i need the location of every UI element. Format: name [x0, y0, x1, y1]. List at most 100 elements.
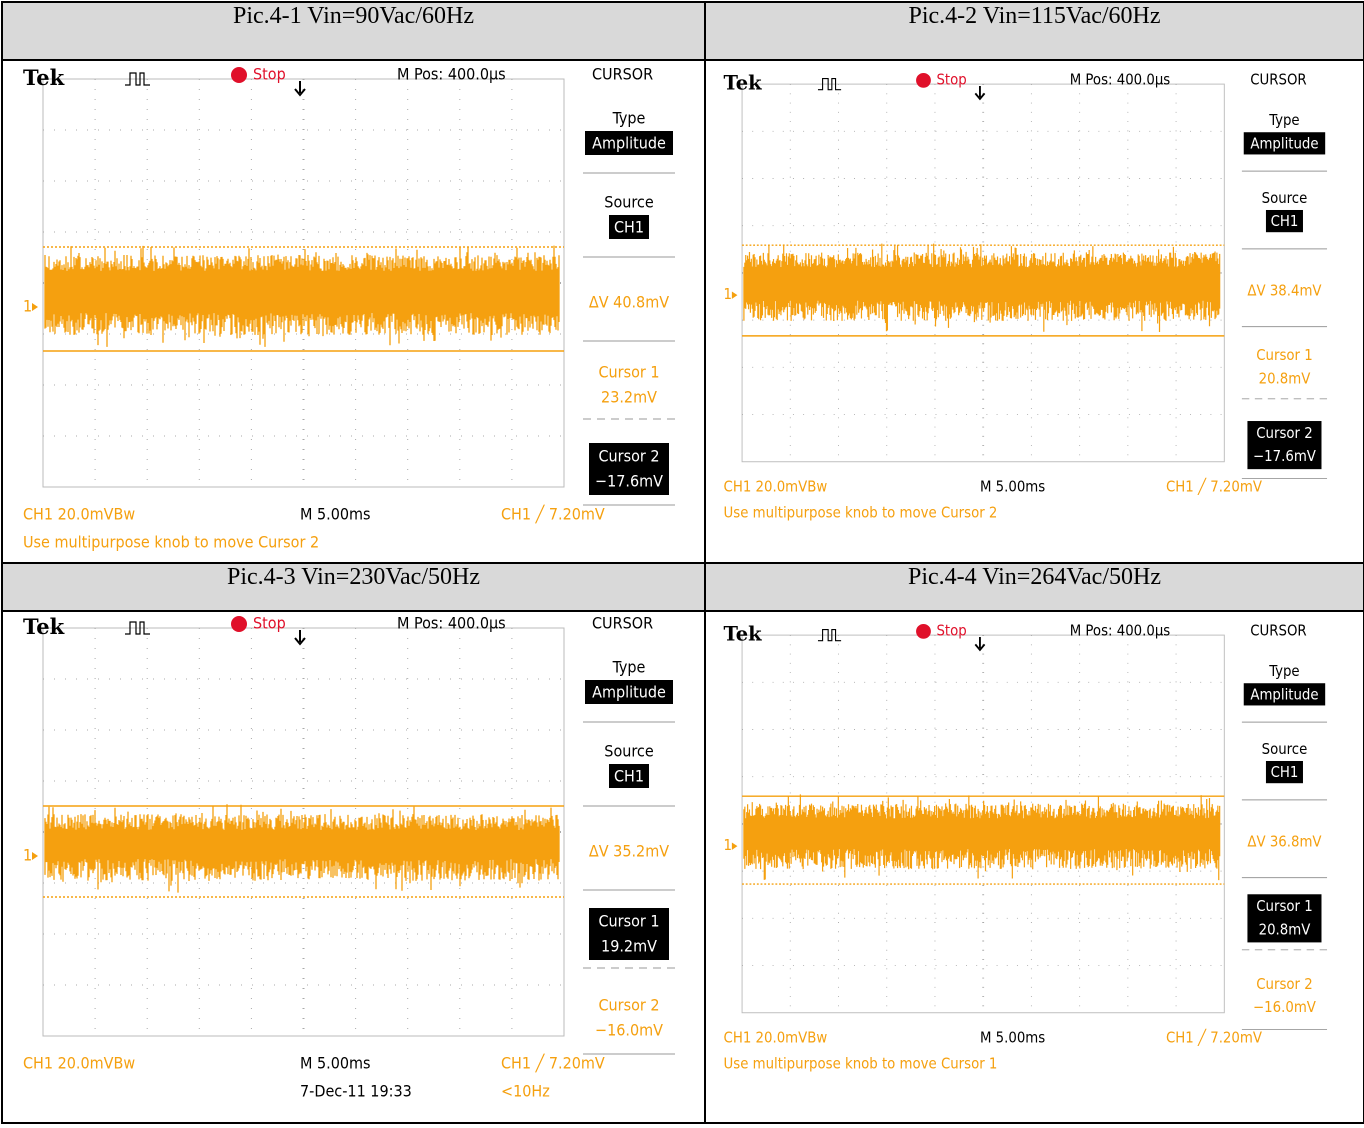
waveform — [45, 246, 559, 347]
channel-scale: CH1 20.0mVBw — [724, 479, 828, 496]
menu-label: Type — [1268, 663, 1299, 680]
status-message: Use multipurpose knob to move Cursor 2 — [23, 533, 319, 552]
cursor-value: 20.8mV — [1259, 370, 1311, 387]
channel-marker: 1 — [724, 837, 732, 854]
menu-label: Source — [604, 742, 654, 761]
menu-title: CURSOR — [592, 67, 653, 84]
timebase: M 5.00ms — [980, 1030, 1045, 1047]
trigger-position — [975, 637, 984, 650]
cursor-label: Cursor 1 — [1256, 898, 1312, 915]
menu-title: CURSOR — [1250, 624, 1306, 639]
run-status: Stop — [936, 73, 966, 88]
cursor-label: Cursor 2 — [1256, 425, 1312, 442]
oscilloscope-screen: 1 Tek Stop M Pos: 400.0µs CURSOR Type Amplitud… — [718, 624, 1340, 1104]
trigger-level: CH1 ╱ 7.20mV — [1166, 478, 1262, 496]
trigger-position — [295, 81, 305, 95]
cursor-label: Cursor 2 — [598, 447, 659, 466]
menu-value: Amplitude — [592, 683, 666, 702]
cursor-value: −17.6mV — [595, 472, 663, 491]
run-indicator — [916, 624, 931, 639]
status-message: Use multipurpose knob to move Cursor 2 — [724, 505, 998, 522]
cell-title: Pic.4-1 Vin=90Vac/60Hz — [2, 2, 705, 60]
delta-voltage: ΔV 38.4mV — [1247, 282, 1321, 299]
timebase: M 5.00ms — [980, 479, 1045, 496]
oscilloscope-screen: 1 Tek Stop M Pos: 400.0µs CURSOR Type Amplitud… — [17, 67, 689, 562]
menu-label: Type — [612, 109, 646, 128]
brand: Tek — [23, 67, 65, 90]
menu-label: Source — [604, 193, 654, 212]
menu-value: CH1 — [1271, 213, 1299, 230]
delta-voltage: ΔV 40.8mV — [589, 293, 669, 312]
menu-value: Amplitude — [592, 134, 666, 153]
oscilloscope-screen: 1 Tek Stop M Pos: 400.0µs CURSOR Type Amplitud… — [17, 616, 689, 1121]
timebase: M 5.00ms — [300, 1054, 371, 1073]
run-indicator — [231, 67, 247, 83]
run-status: Stop — [253, 616, 286, 633]
brand: Tek — [23, 616, 65, 639]
trigger-level: CH1 ╱ 7.20mV — [501, 505, 605, 524]
cursor-value: 19.2mV — [601, 937, 657, 956]
menu-label: Source — [1262, 190, 1308, 207]
waveform — [744, 244, 1220, 332]
scope-cell: 1 Tek Stop M Pos: 400.0µs CURSOR Type Amplitud… — [2, 60, 705, 563]
brand: Tek — [724, 624, 763, 645]
cursor-label: Cursor 1 — [1256, 347, 1312, 364]
channel-marker: 1 — [23, 297, 32, 316]
menu-label: Source — [1262, 741, 1308, 758]
menu-label: Type — [612, 658, 646, 677]
horizontal-position: M Pos: 400.0µs — [1070, 73, 1171, 88]
page: Pic.4-1 Vin=90Vac/60HzPic.4-2 Vin=115Vac… — [0, 0, 1364, 1128]
delta-voltage: ΔV 36.8mV — [1247, 833, 1321, 850]
scope-cell: 1 Tek Stop M Pos: 400.0µs CURSOR Type Amplitud… — [2, 611, 705, 1123]
cursor-label: Cursor 2 — [598, 996, 659, 1015]
cursor-label: Cursor 1 — [598, 912, 659, 931]
cell-title: Pic.4-3 Vin=230Vac/50Hz — [2, 563, 705, 611]
run-status: Stop — [253, 67, 286, 84]
channel-scale: CH1 20.0mVBw — [23, 1054, 135, 1073]
menu-label: Type — [1268, 112, 1299, 129]
channel-scale: CH1 20.0mVBw — [724, 1030, 828, 1047]
menu-title: CURSOR — [1250, 73, 1306, 88]
cell-title: Pic.4-2 Vin=115Vac/60Hz — [705, 2, 1364, 60]
cursor-value: 23.2mV — [601, 388, 657, 407]
horizontal-position: M Pos: 400.0µs — [397, 616, 506, 633]
horizontal-position: M Pos: 400.0µs — [397, 67, 506, 84]
trigger-level: CH1 ╱ 7.20mV — [501, 1054, 605, 1073]
channel-arrow — [732, 291, 738, 298]
channel-arrow — [32, 852, 38, 860]
channel-arrow — [732, 842, 738, 849]
trigger-position — [975, 86, 984, 99]
delta-voltage: ΔV 35.2mV — [589, 842, 669, 861]
channel-scale: CH1 20.0mVBw — [23, 505, 135, 524]
date-time: 7-Dec-11 19:33 — [300, 1082, 412, 1101]
cursor-value: −16.0mV — [1253, 999, 1316, 1016]
menu-value: Amplitude — [1250, 686, 1318, 703]
results-table: Pic.4-1 Vin=90Vac/60HzPic.4-2 Vin=115Vac… — [1, 1, 1364, 1124]
cursor-label: Cursor 1 — [598, 363, 659, 382]
waveform — [744, 794, 1220, 880]
cursor-value: −17.6mV — [1253, 448, 1316, 465]
channel-marker: 1 — [23, 846, 32, 865]
scope-cell: 1 Tek Stop M Pos: 400.0µs CURSOR Type Amplitud… — [705, 611, 1364, 1123]
trigger-frequency: <10Hz — [501, 1082, 550, 1101]
waveform — [45, 804, 559, 892]
menu-value: CH1 — [614, 767, 644, 786]
cursor-value: 20.8mV — [1259, 921, 1311, 938]
run-indicator — [231, 616, 247, 632]
timebase: M 5.00ms — [300, 505, 371, 524]
menu-value: CH1 — [1271, 764, 1299, 781]
channel-arrow — [32, 303, 38, 311]
menu-value: CH1 — [614, 218, 644, 237]
menu-title: CURSOR — [592, 616, 653, 633]
horizontal-position: M Pos: 400.0µs — [1070, 624, 1171, 639]
trigger-level: CH1 ╱ 7.20mV — [1166, 1029, 1262, 1047]
trigger-position — [295, 630, 305, 644]
run-indicator — [916, 73, 931, 88]
channel-marker: 1 — [724, 286, 732, 303]
run-status: Stop — [936, 624, 966, 639]
cursor-value: −16.0mV — [595, 1021, 663, 1040]
brand: Tek — [724, 73, 763, 94]
cursor-label: Cursor 2 — [1256, 976, 1312, 993]
